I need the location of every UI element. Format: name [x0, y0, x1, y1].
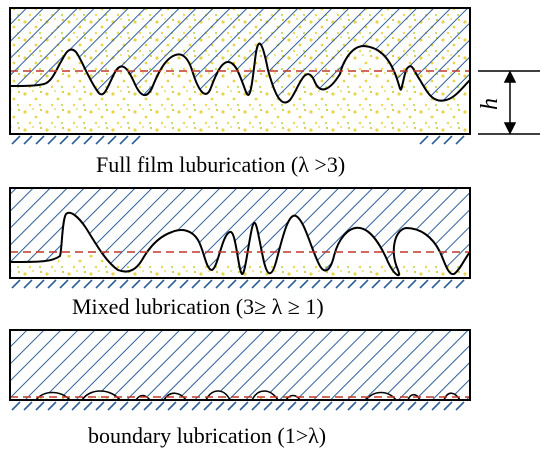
panel-boundary: boundary lubrication (1>λ) — [9, 329, 471, 448]
lower-surface-hatch — [11, 401, 465, 411]
panel-full-film: h Full film luburication (λ >3) — [9, 7, 540, 177]
panel-frame — [9, 7, 471, 135]
panel-frame — [9, 329, 471, 401]
film-thickness-label: h — [477, 98, 503, 110]
upper-surface-hatch — [10, 188, 470, 276]
upper-surface-hatch — [10, 8, 470, 103]
caption-full-film: Full film luburication (λ >3) — [96, 152, 345, 177]
film-thickness-dimension — [478, 70, 540, 135]
lower-surface-hatch — [11, 135, 465, 145]
lower-surface-hatch — [11, 279, 465, 289]
panel-mixed: Mixed lubrication (3≥ λ ≥ 1) — [9, 187, 471, 319]
lubricant-particles — [40, 394, 276, 400]
upper-surface-profile — [10, 211, 470, 277]
upper-surface-hatch — [10, 330, 470, 400]
caption-mixed: Mixed lubrication (3≥ λ ≥ 1) — [72, 294, 324, 319]
caption-boundary: boundary lubrication (1>λ) — [88, 423, 326, 448]
upper-surface-profile — [10, 390, 470, 400]
